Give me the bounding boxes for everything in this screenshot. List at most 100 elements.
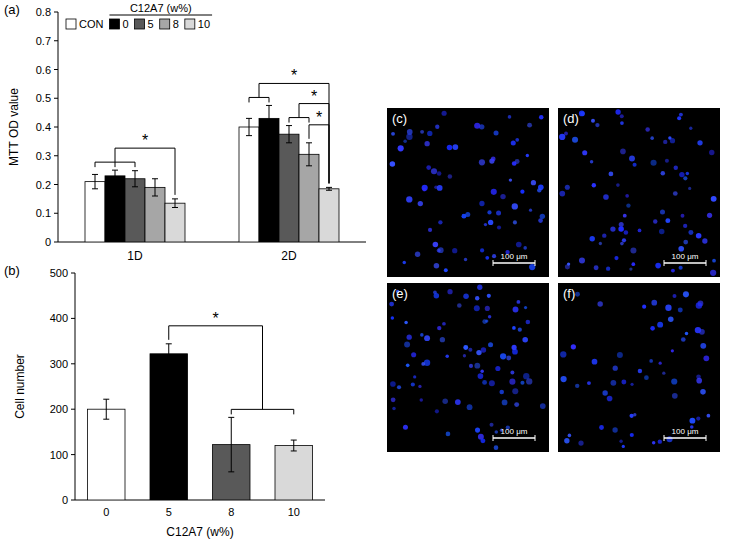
nucleus	[621, 379, 626, 384]
error-bar	[266, 105, 272, 131]
error-cap	[228, 417, 234, 418]
error-bar	[112, 170, 118, 182]
error-cap	[326, 190, 332, 191]
nucleus	[707, 213, 712, 218]
nucleus	[602, 233, 606, 237]
error-cap	[306, 142, 312, 143]
nucleus	[445, 354, 449, 358]
nucleus	[524, 306, 527, 309]
nucleus	[599, 425, 604, 430]
nucleus	[658, 439, 662, 443]
legend-swatch	[135, 19, 145, 29]
x-tick-label: 0	[103, 506, 109, 518]
image-background	[558, 283, 720, 452]
bar	[259, 118, 279, 242]
nucleus	[520, 381, 524, 385]
bracket-drop	[135, 162, 136, 167]
y-tick-label: 500	[50, 267, 68, 279]
image-background	[558, 108, 720, 277]
nucleus	[602, 390, 607, 395]
legend: CON05810C12A7 (w%)	[66, 2, 212, 30]
y-tick-label: 400	[50, 312, 68, 324]
error-bar	[92, 174, 98, 188]
nucleus	[575, 384, 579, 388]
nucleus	[683, 240, 688, 245]
nucleus	[415, 251, 420, 256]
nucleus	[560, 376, 566, 382]
nucleus	[420, 333, 424, 337]
nucleus	[485, 256, 489, 260]
x-tick-label: 2D	[281, 249, 297, 263]
nucleus	[575, 292, 580, 297]
y-tick	[71, 409, 75, 410]
nucleus	[661, 171, 665, 175]
nucleus	[403, 261, 406, 264]
legend-label: CON	[79, 18, 104, 30]
error-bar	[286, 126, 292, 143]
legend-swatch	[185, 19, 195, 29]
error-cap	[152, 196, 158, 197]
nucleus	[625, 194, 629, 198]
nucleus	[500, 353, 506, 359]
error-cap	[92, 188, 98, 189]
nucleus	[508, 115, 512, 119]
y-tick-label: 0.6	[36, 64, 51, 76]
scale-bar	[493, 262, 535, 264]
error-line	[135, 171, 136, 187]
nucleus	[444, 268, 448, 272]
nucleus	[438, 247, 444, 253]
bracket-drop	[115, 162, 116, 167]
nucleus	[489, 380, 495, 386]
nucleus	[667, 436, 673, 442]
bracket-line	[259, 83, 329, 183]
nucleus	[523, 373, 529, 379]
nucleus	[622, 238, 626, 242]
nucleus	[665, 159, 669, 163]
nucleus	[403, 425, 408, 430]
nucleus	[591, 119, 595, 123]
nucleus	[529, 264, 535, 270]
scale-bar	[493, 437, 535, 439]
scale-bar-end	[535, 435, 536, 441]
nucleus	[512, 388, 518, 394]
scale-bar-end	[664, 260, 665, 266]
significance-label: *	[142, 132, 148, 149]
legend-swatch	[66, 19, 76, 29]
nucleus	[475, 296, 479, 300]
nucleus	[671, 269, 675, 273]
nucleus	[452, 144, 458, 150]
nucleus	[688, 230, 693, 235]
nucleus	[594, 265, 599, 270]
micrograph: (e)100 μm	[387, 283, 549, 452]
y-tick	[54, 213, 58, 214]
error-bar	[326, 187, 332, 190]
nucleus	[683, 224, 687, 228]
nucleus	[434, 263, 439, 268]
nucleus	[650, 136, 654, 140]
bar	[165, 203, 185, 242]
bar	[125, 179, 145, 242]
legend-swatch	[109, 19, 119, 29]
nucleus	[481, 347, 486, 352]
nucleus	[495, 366, 500, 371]
nucleus	[659, 362, 662, 365]
scale-bar-label: 100 μm	[672, 427, 699, 436]
legend-title-rule	[109, 15, 212, 16]
nucleus	[478, 373, 484, 379]
x-axis-label: C12A7 (w%)	[166, 525, 233, 539]
nucleus	[702, 238, 707, 243]
nucleus	[681, 214, 685, 218]
nucleus	[671, 349, 674, 352]
nucleus	[389, 302, 394, 307]
nucleus	[619, 440, 622, 443]
nucleus	[668, 316, 674, 322]
y-axis	[58, 12, 59, 242]
nucleus	[572, 137, 578, 143]
nucleus	[678, 307, 683, 312]
nucleus	[565, 185, 570, 190]
nucleus	[474, 123, 480, 129]
nucleus	[697, 140, 702, 145]
nucleus	[527, 123, 532, 128]
y-tick-label: 0.4	[36, 121, 51, 133]
nucleus	[645, 127, 650, 132]
